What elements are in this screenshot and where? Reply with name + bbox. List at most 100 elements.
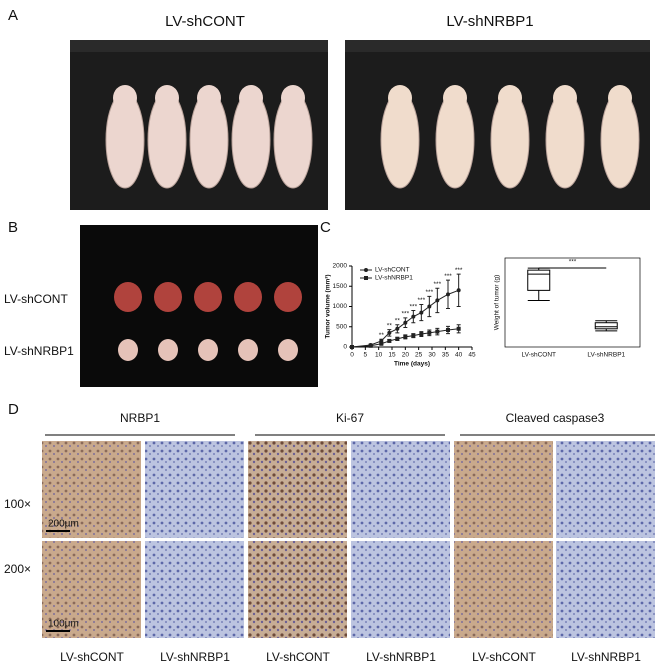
significance: ** [387, 322, 393, 329]
x-tick-label: 0 [350, 352, 354, 359]
significance: ** [379, 332, 385, 339]
significance: *** [410, 303, 418, 310]
mouse-head [197, 85, 221, 111]
point [387, 338, 392, 343]
mouse-head [155, 85, 179, 111]
tumor [274, 282, 302, 312]
point [435, 329, 440, 334]
y-tick-label: 1000 [333, 303, 348, 310]
ihc-image [248, 541, 347, 638]
ihc-image [351, 541, 450, 638]
group-label: LV-shNRBP1 [366, 650, 436, 664]
tumor [154, 282, 182, 312]
box [594, 322, 618, 330]
plot-frame [504, 257, 641, 348]
stain-header: Cleaved caspase3 [506, 411, 605, 425]
ihc-image [454, 541, 553, 638]
y-tick-label: 1500 [333, 283, 348, 290]
legend-marker [364, 276, 368, 280]
charts: 0 500 1000 1500 2000 0 5 10 15 20 25 30 35 40 45 Time (… [325, 257, 641, 368]
point [403, 320, 408, 325]
y-tick-label: 0 [343, 344, 347, 351]
x-tick-label: 40 [455, 352, 463, 359]
y-tick-label: 2000 [333, 263, 348, 270]
panel-label: B [8, 219, 18, 236]
panel-label: C [320, 219, 331, 236]
point [435, 298, 440, 303]
x-tick-label: 15 [388, 352, 396, 359]
tumor [158, 339, 178, 361]
significance: *** [402, 311, 410, 318]
panel-label: A [8, 7, 18, 24]
x-tick-label: LV-shNRBP1 [587, 352, 625, 359]
tumor [194, 282, 222, 312]
point [395, 326, 400, 331]
row-label: LV-shCONT [4, 292, 68, 306]
point [395, 336, 400, 341]
ruler [345, 40, 650, 52]
group-title: LV-shNRBP1 [446, 13, 533, 30]
tumor [118, 339, 138, 361]
ihc-image [248, 441, 347, 538]
photo-details [70, 40, 650, 361]
point [456, 326, 461, 331]
group-label: LV-shNRBP1 [571, 650, 641, 664]
point [427, 330, 432, 335]
mouse-head [239, 85, 263, 111]
point [427, 304, 432, 309]
tumor [234, 282, 262, 312]
scale-bar-label: 100μm [48, 619, 79, 630]
ihc-image [42, 541, 141, 638]
ihc-panel: NRBP1 Ki-67 Cleaved caspase3 100× 200× 200μm 1… [4, 411, 655, 664]
legend-label: LV-shNRBP1 [375, 275, 413, 282]
stain-header: NRBP1 [120, 411, 160, 425]
mouse-head [608, 85, 632, 111]
y-tick-label: 500 [336, 323, 347, 330]
tumor [114, 282, 142, 312]
ihc-image [351, 441, 450, 538]
mouse-head [281, 85, 305, 111]
x-tick-label: 45 [468, 352, 476, 359]
tumor [278, 339, 298, 361]
point [350, 345, 354, 349]
x-tick-label: 25 [415, 352, 423, 359]
magnification: 100× [4, 497, 31, 511]
stain-header: Ki-67 [336, 411, 364, 425]
panel-label: D [8, 401, 19, 418]
tumor [198, 339, 218, 361]
group-label: LV-shNRBP1 [160, 650, 230, 664]
group-label: LV-shCONT [472, 650, 536, 664]
point [403, 334, 408, 339]
y-axis-label: Weight of tumor (g) [494, 275, 501, 331]
point [379, 341, 384, 346]
significance: *** [426, 289, 434, 296]
ruler [70, 40, 328, 52]
legend-label: LV-shCONT [375, 267, 410, 274]
significance: *** [444, 273, 452, 280]
point [446, 292, 450, 297]
mouse-head [388, 85, 412, 111]
significance: *** [569, 259, 577, 266]
point [368, 343, 373, 348]
ihc-image [556, 541, 655, 638]
significance: *** [455, 267, 463, 274]
point [456, 288, 461, 293]
point [419, 310, 424, 315]
tumor [238, 339, 258, 361]
x-axis-label: Time (days) [394, 361, 430, 368]
x-tick-label: 35 [442, 352, 450, 359]
point [411, 314, 416, 319]
ihc-image [145, 441, 244, 538]
x-tick-label: 20 [402, 352, 410, 359]
x-tick-label: 5 [364, 352, 368, 359]
x-tick-label: 10 [375, 352, 383, 359]
point [411, 333, 416, 338]
point [419, 332, 424, 337]
group-label: LV-shCONT [266, 650, 330, 664]
mouse-head [113, 85, 137, 111]
magnification: 200× [4, 562, 31, 576]
significance: *** [418, 297, 426, 304]
y-axis-label: Tumor volume (mm³) [325, 274, 332, 338]
x-tick-label: LV-shCONT [521, 352, 556, 359]
group-title: LV-shCONT [165, 13, 245, 30]
